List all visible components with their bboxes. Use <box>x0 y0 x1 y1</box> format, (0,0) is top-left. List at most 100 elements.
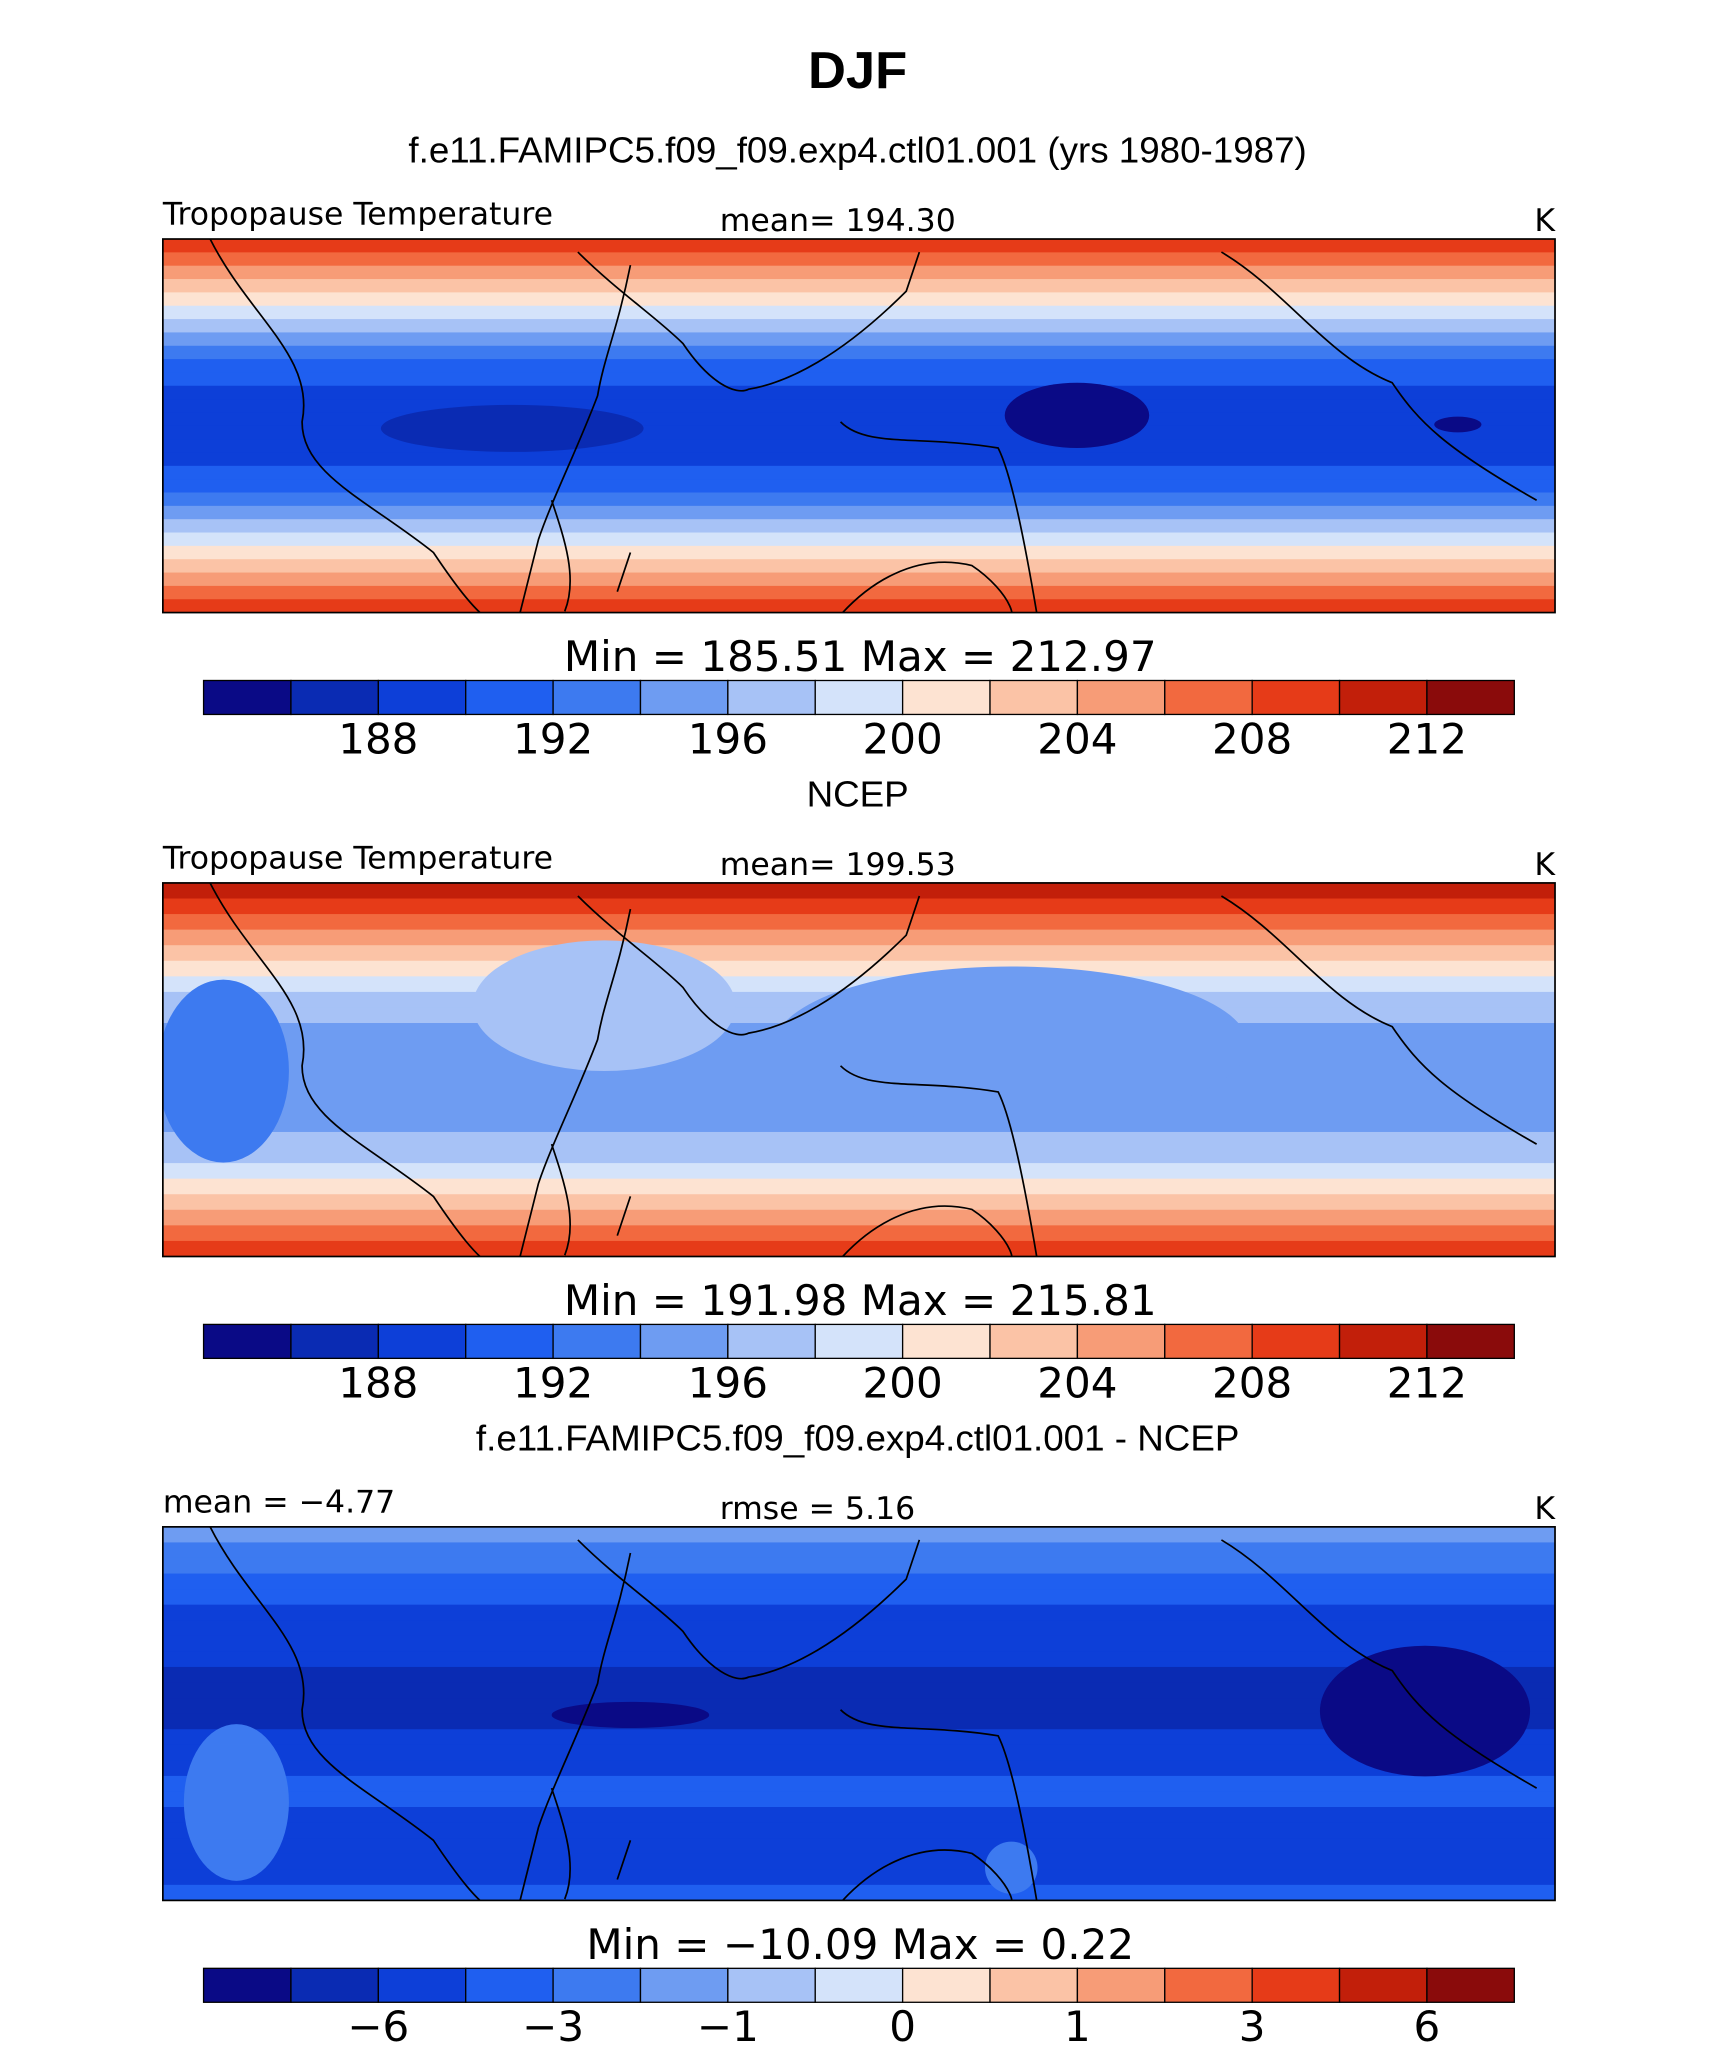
panel-unit: K <box>1534 203 1556 239</box>
contour-band <box>162 960 1556 978</box>
contour-band <box>162 1869 1556 1886</box>
colorbar-tick-label: 6 <box>1414 2002 1441 2048</box>
min-max-label: Min = 191.98 Max = 215.81 <box>564 1276 1157 1325</box>
panel-left-label: Tropopause Temperature <box>162 840 553 876</box>
map-frame <box>162 1526 1556 1902</box>
colorbar-tick-label: 196 <box>688 714 768 763</box>
contour-band <box>162 1635 1556 1653</box>
colorbar-box <box>989 1967 1079 2003</box>
colorbar-box <box>989 1323 1079 1360</box>
colorbar-tick-label: 0 <box>889 2002 916 2048</box>
contour-band <box>162 1589 1556 1606</box>
contour-band <box>162 1209 1556 1227</box>
contour-band <box>162 1698 1556 1715</box>
colorbar-box <box>1251 1323 1341 1360</box>
contour-band <box>162 929 1556 946</box>
contour-band <box>162 585 1556 601</box>
contour-band <box>162 1620 1556 1637</box>
colorbar-tick-label: 204 <box>1037 1358 1117 1407</box>
contour-band <box>162 399 1556 414</box>
contour-band <box>162 1760 1556 1777</box>
contour-band <box>162 945 1556 962</box>
colorbar-box <box>1076 679 1166 716</box>
panel-center-label: mean= 194.30 <box>720 203 956 239</box>
panel-heading: NCEP <box>807 773 909 814</box>
contour-band <box>162 1729 1556 1746</box>
colorbar-box <box>1426 679 1515 716</box>
colorbar-box <box>290 679 379 716</box>
contour-band <box>162 239 1556 254</box>
contour-cell <box>472 940 736 1072</box>
colorbar-box <box>1426 1967 1515 2003</box>
panel-unit: K <box>1534 847 1556 883</box>
colorbar-box <box>639 1967 729 2003</box>
map-frame <box>162 882 1556 1258</box>
coastline <box>550 1143 1013 1257</box>
colorbar-box <box>1076 1323 1166 1360</box>
contour-band <box>162 1838 1556 1855</box>
contour-band <box>162 479 1556 494</box>
contour-band <box>162 332 1556 347</box>
colorbar-box <box>727 1323 816 1360</box>
contour-band <box>162 532 1556 547</box>
colorbar-tick-label: 192 <box>513 1358 593 1407</box>
contour-band <box>162 1604 1556 1622</box>
contour-band <box>162 292 1556 307</box>
panel: NCEP Tropopause Temperature mean= 199.53 K M… <box>162 773 1557 1407</box>
colorbar-box <box>1338 679 1428 716</box>
figure-title: DJF <box>808 42 907 100</box>
colorbar-box <box>1164 1967 1253 2003</box>
colorbar-box <box>727 1967 816 2003</box>
panel-unit: K <box>1534 1491 1556 1527</box>
panel-left-label: Tropopause Temperature <box>162 197 553 233</box>
map-field <box>162 1526 1556 1901</box>
contour-band <box>162 412 1556 427</box>
contour-band <box>162 265 1556 280</box>
contour-cell <box>183 1724 289 1881</box>
colorbar-box <box>290 1967 379 2003</box>
map-field <box>162 882 1556 1257</box>
contour-band <box>162 914 1556 931</box>
contour-band <box>162 1116 1556 1133</box>
contour-band <box>162 1147 1556 1164</box>
contour-band <box>162 572 1556 587</box>
contour-band <box>162 319 1556 334</box>
colorbar-tick-label: 188 <box>338 714 418 763</box>
contour-cell <box>774 966 1248 1124</box>
contour-band <box>162 305 1556 320</box>
contour-band <box>162 345 1556 360</box>
colorbar-tick-label: −1 <box>697 2002 759 2048</box>
min-max-label: Min = −10.09 Max = 0.22 <box>586 1920 1134 1969</box>
colorbar-tick-label: 188 <box>338 1358 418 1407</box>
colorbar-box <box>290 1323 379 1360</box>
contour-band <box>162 1682 1556 1699</box>
contour-band <box>162 882 1556 900</box>
coastline <box>209 882 1538 1257</box>
contour-band <box>162 1163 1556 1180</box>
contour-band <box>162 1542 1556 1559</box>
contour-band <box>162 1822 1556 1839</box>
coastline <box>209 1526 1538 1901</box>
contour-band <box>162 1100 1556 1118</box>
colorbar-box <box>202 679 292 716</box>
contour-cell <box>380 404 644 452</box>
colorbar-tick-label: 196 <box>688 1358 768 1407</box>
panel-left-label: mean = −4.77 <box>163 1484 395 1520</box>
colorbar-box <box>989 679 1079 716</box>
contour-band <box>162 1526 1556 1544</box>
map-field <box>162 239 1556 613</box>
colorbar-tick-label: 3 <box>1239 2002 1266 2048</box>
colorbar-tick-label: 1 <box>1064 2002 1091 2048</box>
colorbar-tick-label: 212 <box>1387 714 1467 763</box>
colorbar-box <box>901 679 991 716</box>
colorbar-box <box>814 1967 904 2003</box>
colorbar-box <box>901 1967 991 2003</box>
contour-band <box>162 452 1556 467</box>
contour-band <box>162 1557 1556 1575</box>
coastline <box>209 239 1538 613</box>
colorbar-box <box>552 1967 642 2003</box>
colorbar-box <box>1251 1967 1341 2003</box>
contour-band <box>162 505 1556 520</box>
colorbar-box <box>1338 1323 1428 1360</box>
